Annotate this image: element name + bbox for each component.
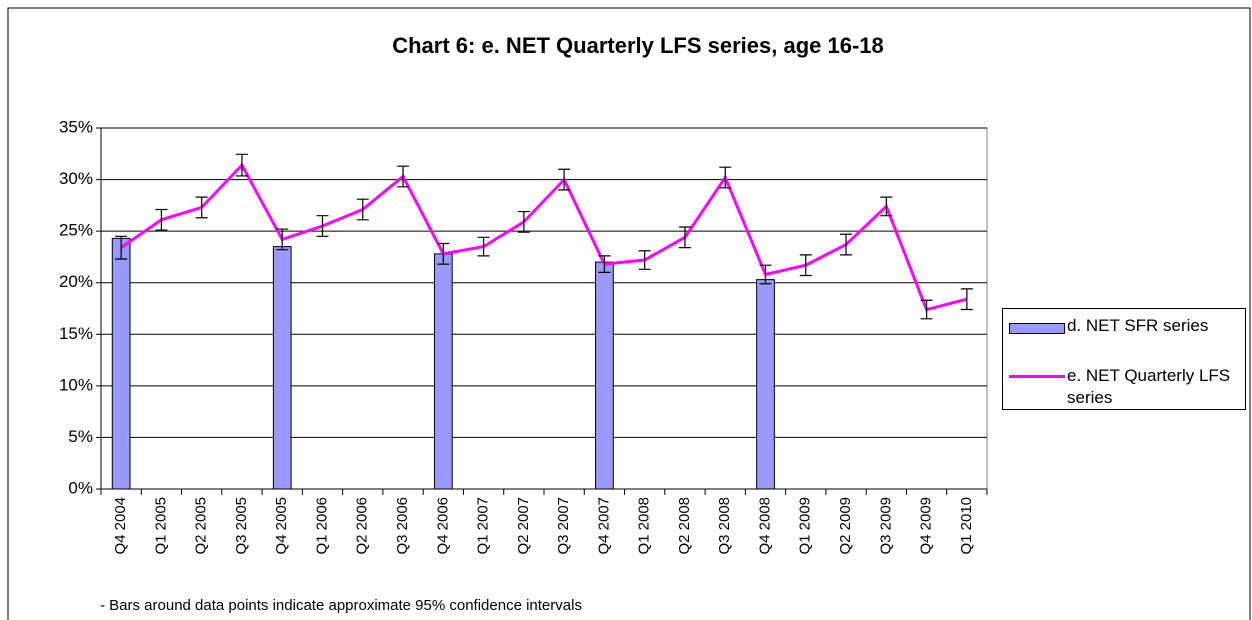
error-bar — [799, 254, 812, 277]
bar — [111, 237, 131, 490]
x-tick-label: Q3 2005 — [233, 497, 250, 555]
bar — [272, 246, 292, 490]
x-tick-label: Q3 2006 — [394, 497, 411, 555]
error-bar — [437, 242, 450, 265]
y-tick-label: 30% — [59, 169, 93, 188]
error-bar — [598, 255, 611, 273]
error-bar — [397, 165, 410, 188]
x-tick-label: Q1 2007 — [475, 497, 492, 555]
x-tick-label: Q3 2009 — [877, 497, 894, 555]
x-tick-label: Q4 2004 — [112, 497, 129, 555]
error-bar — [920, 299, 933, 320]
error-bar — [356, 198, 369, 221]
y-tick-label: 25% — [59, 221, 93, 240]
bar — [756, 279, 775, 490]
x-tick-label: Q2 2008 — [676, 497, 693, 555]
y-tick-label: 10% — [59, 375, 93, 394]
error-bar — [759, 264, 772, 285]
line — [120, 162, 968, 312]
error-bar — [195, 196, 208, 219]
legend-label: d. NET SFR series — [1067, 316, 1209, 335]
error-bar — [678, 226, 691, 249]
x-tick-label: Q1 2005 — [152, 497, 169, 555]
y-tick-label: 0% — [68, 478, 93, 497]
error-bar — [316, 215, 329, 237]
legend-swatch-line — [1009, 375, 1065, 378]
error-bar — [235, 153, 248, 177]
y-tick-label: 35% — [59, 117, 93, 136]
error-bar — [517, 210, 530, 233]
x-tick-label: Q4 2008 — [756, 497, 773, 555]
y-tick-label: 15% — [59, 324, 93, 343]
x-tick-label: Q2 2005 — [193, 497, 210, 555]
error-bar — [840, 233, 853, 256]
error-bar — [880, 196, 893, 217]
x-tick-label: Q1 2006 — [313, 497, 330, 555]
error-bar — [960, 288, 973, 311]
x-tick-label: Q3 2008 — [716, 497, 733, 555]
x-tick-label: Q1 2010 — [958, 497, 975, 555]
error-bar — [115, 235, 128, 260]
error-bar — [638, 250, 651, 270]
y-tick-label: 5% — [68, 427, 93, 446]
x-tick-label: Q1 2008 — [636, 497, 653, 555]
footnote: - Bars around data points indicate appro… — [100, 597, 582, 614]
chart-title: Chart 6: e. NET Quarterly LFS series, ag… — [392, 33, 884, 58]
x-tick-label: Q4 2009 — [918, 497, 935, 555]
x-tick-label: Q2 2007 — [515, 497, 532, 555]
legend: d. NET SFR series e. NET Quarterly LFS s… — [1002, 308, 1246, 410]
x-tick-label: Q1 2009 — [797, 497, 814, 555]
y-tick-label: 20% — [59, 272, 93, 291]
bar — [595, 261, 614, 490]
legend-swatch-bar — [1009, 323, 1065, 334]
legend-label: e. NET Quarterly LFS series — [1067, 366, 1231, 407]
bar — [433, 253, 453, 490]
x-tick-label: Q3 2007 — [555, 497, 572, 555]
error-bar — [276, 228, 289, 251]
x-tick-label: Q4 2006 — [434, 497, 451, 555]
error-bar — [155, 208, 168, 231]
error-bar — [477, 236, 490, 257]
error-bar — [558, 168, 571, 191]
x-tick-label: Q4 2005 — [273, 497, 290, 555]
error-bar — [719, 166, 732, 189]
x-tick-label: Q4 2007 — [595, 497, 612, 555]
x-tick-label: Q2 2006 — [354, 497, 371, 555]
x-tick-label: Q2 2009 — [837, 497, 854, 555]
